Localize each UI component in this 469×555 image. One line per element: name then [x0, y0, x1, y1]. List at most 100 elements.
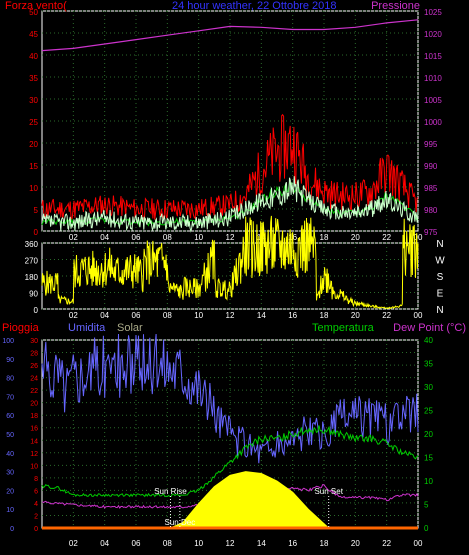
x-tick-label: 08 — [163, 539, 172, 548]
compass-label: N — [436, 239, 443, 250]
x-tick-label: 10 — [194, 233, 203, 242]
panel3-series — [41, 333, 419, 530]
x-tick-label: 06 — [132, 233, 141, 242]
humidity-axis-label: Umidita — [68, 322, 106, 334]
temp-tick-label: 0 — [424, 524, 429, 533]
rain-tick-label: 0 — [34, 526, 38, 533]
panel1-title: 24 hour weather, 22 Ottobre 2018 — [172, 0, 337, 12]
humidity-tick-label: 50 — [6, 432, 14, 439]
wind-tick-label: 50 — [29, 8, 38, 17]
pressure-tick-label: 975 — [424, 228, 438, 237]
x-tick-label: 12 — [226, 539, 235, 548]
dewpoint-axis-label: Dew Point (°C) — [393, 322, 466, 334]
x-tick-label: 12 — [226, 311, 235, 320]
temp-tick-label: 25 — [424, 407, 433, 416]
wind-tick-label: 5 — [34, 206, 39, 215]
rain-tick-label: 26 — [30, 363, 38, 370]
x-tick-label: 22 — [382, 233, 391, 242]
rain-tick-label: 10 — [30, 463, 38, 470]
humidity-tick-label: 20 — [6, 488, 14, 495]
rain-tick-label: 20 — [30, 401, 38, 408]
x-tick-label: 00 — [414, 233, 423, 242]
rain-tick-label: 12 — [30, 451, 38, 458]
pressure-tick-label: 995 — [424, 140, 438, 149]
x-tick-label: 02 — [69, 233, 78, 242]
rain-tick-label: 2 — [34, 513, 38, 520]
panel2-series — [41, 215, 419, 310]
humidity-tick-label: 30 — [6, 470, 14, 477]
x-tick-label: 02 — [69, 539, 78, 548]
temp-tick-label: 5 — [424, 501, 429, 510]
rain-tick-label: 14 — [30, 438, 38, 445]
x-tick-label: 18 — [320, 539, 329, 548]
x-tick-label: 14 — [257, 311, 266, 320]
pressure-axis-label: Pressione — [371, 0, 420, 12]
series-wind-line — [41, 176, 419, 233]
x-tick-label: 22 — [382, 311, 391, 320]
rain-axis-label: Pioggia — [2, 322, 40, 334]
direction-tick-label: 180 — [25, 273, 39, 282]
temp-tick-label: 30 — [424, 383, 433, 392]
temp-tick-label: 40 — [424, 336, 433, 345]
humidity-tick-label: 0 — [10, 526, 14, 533]
panel1-grid — [42, 10, 419, 232]
direction-tick-label: 0 — [34, 306, 39, 315]
compass-label: W — [435, 256, 445, 267]
wind-tick-label: 40 — [29, 52, 38, 61]
temp-tick-label: 20 — [424, 430, 433, 439]
series-gust-line — [41, 113, 419, 221]
pressure-tick-label: 1020 — [424, 30, 442, 39]
panel3-temp-ticks: 0 5 10 15 20 25 30 35 40 — [424, 336, 433, 533]
temp-tick-label: 15 — [424, 454, 433, 463]
sun-annotation-label: Sun Set — [314, 487, 343, 496]
series-humidity-line — [41, 333, 419, 464]
x-tick-label: 22 — [382, 539, 391, 548]
x-tick-label: 00 — [414, 311, 423, 320]
pressure-tick-label: 1015 — [424, 52, 442, 61]
wind-tick-label: 25 — [29, 118, 38, 127]
solar-axis-label: Solar — [117, 322, 143, 334]
x-tick-label: 06 — [132, 539, 141, 548]
rain-tick-label: 18 — [30, 413, 38, 420]
humidity-tick-label: 10 — [6, 507, 14, 514]
sun-annotation-label: Sun Rise — [154, 487, 187, 496]
panel3-humidity-ticks: 0 10 20 30 40 50 60 70 80 90 100 — [2, 338, 14, 533]
wind-tick-label: 20 — [29, 140, 38, 149]
direction-tick-label: 360 — [25, 240, 39, 249]
panel2-x-ticks: 02 04 06 08 10 12 14 16 18 20 22 00 — [69, 311, 423, 320]
humidity-tick-label: 90 — [6, 357, 14, 364]
x-tick-label: 00 — [414, 539, 423, 548]
rain-tick-label: 4 — [34, 501, 38, 508]
humidity-tick-label: 60 — [6, 413, 14, 420]
pressure-tick-label: 1005 — [424, 96, 442, 105]
series-solar-area — [42, 471, 418, 529]
humidity-tick-label: 70 — [6, 394, 14, 401]
pressure-tick-label: 980 — [424, 206, 438, 215]
rain-tick-label: 8 — [34, 476, 38, 483]
humidity-tick-label: 40 — [6, 451, 14, 458]
humidity-tick-label: 80 — [6, 376, 14, 383]
rain-tick-label: 16 — [30, 426, 38, 433]
x-tick-label: 10 — [194, 311, 203, 320]
wind-tick-label: 0 — [34, 228, 39, 237]
pressure-tick-label: 985 — [424, 184, 438, 193]
humidity-tick-label: 100 — [2, 338, 14, 345]
rain-tick-label: 30 — [30, 338, 38, 345]
panel2-left-ticks: 0 90 180 270 360 — [25, 240, 39, 315]
x-tick-label: 04 — [100, 539, 109, 548]
wind-tick-label: 10 — [29, 184, 38, 193]
pressure-tick-label: 990 — [424, 162, 438, 171]
series-temperature-line — [41, 425, 419, 498]
wind-axis-label: Forza vento( — [5, 0, 67, 12]
x-tick-label: 16 — [288, 539, 297, 548]
x-tick-label: 20 — [351, 539, 360, 548]
compass-label: E — [437, 289, 444, 300]
x-tick-label: 20 — [351, 233, 360, 242]
compass-label: S — [437, 272, 444, 283]
x-tick-label: 02 — [69, 311, 78, 320]
sun-annotation-label: Sun Dec — [165, 518, 196, 527]
